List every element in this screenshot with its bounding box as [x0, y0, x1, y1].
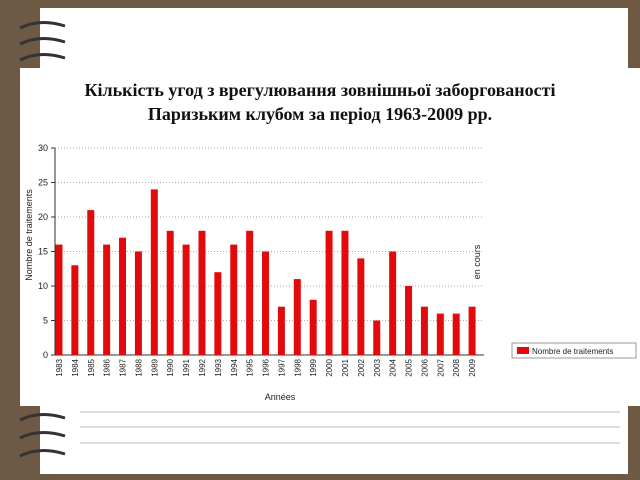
bar — [309, 299, 317, 355]
x-tick-label: 2000 — [325, 358, 334, 376]
bar — [134, 251, 142, 355]
x-tick-label: 1983 — [55, 358, 64, 376]
x-tick-label: 2007 — [436, 358, 445, 376]
bar — [71, 265, 79, 355]
x-tick-label: 1992 — [198, 358, 207, 376]
bar — [262, 251, 270, 355]
y-tick-label: 5 — [43, 316, 48, 326]
x-tick-label: 1999 — [309, 358, 318, 376]
x-tick-label: 1993 — [214, 358, 223, 376]
y-tick-label: 25 — [38, 178, 48, 188]
x-tick-label: 1984 — [71, 358, 80, 376]
y-tick-label: 20 — [38, 212, 48, 222]
bar — [87, 210, 95, 355]
legend-frame — [511, 342, 637, 359]
y-tick-label: 0 — [43, 350, 48, 360]
bar — [373, 320, 381, 355]
y-tick-label: 15 — [38, 247, 48, 257]
x-axis-label: Années — [265, 392, 296, 402]
bar — [182, 244, 190, 355]
x-tick-label: 2008 — [452, 358, 461, 376]
x-tick-label: 2009 — [468, 358, 477, 376]
x-tick-label: 1987 — [119, 358, 128, 376]
bar — [103, 244, 111, 355]
x-tick-label: 1986 — [103, 358, 112, 376]
x-tick-label: 1988 — [134, 358, 143, 376]
x-tick-label: 1996 — [262, 358, 271, 376]
x-tick-label: 1995 — [246, 358, 255, 376]
x-tick-label: 1990 — [166, 358, 175, 376]
bar — [325, 230, 333, 355]
bar — [293, 279, 301, 355]
bar — [230, 244, 238, 355]
x-tick-label: 1998 — [293, 358, 302, 376]
x-tick-label: 1997 — [277, 358, 286, 376]
bar — [166, 230, 174, 355]
x-tick-label: 2001 — [341, 358, 350, 376]
bar — [405, 286, 413, 355]
bar — [341, 230, 349, 355]
bar — [468, 306, 476, 355]
bar — [277, 306, 285, 355]
bar — [246, 230, 254, 355]
legend-swatch — [517, 347, 529, 354]
x-tick-label: 2003 — [373, 358, 382, 376]
bar — [150, 189, 158, 355]
bar — [198, 230, 206, 355]
bar — [119, 237, 127, 355]
bar — [55, 244, 63, 355]
bar — [436, 313, 444, 355]
x-tick-label: 1985 — [87, 358, 96, 376]
bar — [357, 258, 365, 355]
x-tick-label: 2002 — [357, 358, 366, 376]
x-tick-label: 2005 — [405, 358, 414, 376]
x-tick-label: 1994 — [230, 358, 239, 376]
y-tick-label: 10 — [38, 281, 48, 291]
x-tick-label: 1991 — [182, 358, 191, 376]
y-tick-label: 30 — [38, 143, 48, 153]
bar — [452, 313, 460, 355]
annotation: en cours — [472, 244, 482, 279]
legend-label: Nombre de traitements — [532, 347, 613, 356]
y-axis-label: Nombre de traitements — [24, 189, 34, 281]
paper-lines — [80, 411, 620, 444]
bar — [420, 306, 428, 355]
chart-title: Кількість угод з врегулювання зовнішньої… — [84, 80, 556, 124]
bar — [389, 251, 397, 355]
x-tick-label: 2006 — [420, 358, 429, 376]
x-tick-label: 2004 — [389, 358, 398, 376]
spirals — [19, 21, 66, 458]
bar — [214, 272, 222, 355]
x-tick-label: 1989 — [150, 358, 159, 376]
